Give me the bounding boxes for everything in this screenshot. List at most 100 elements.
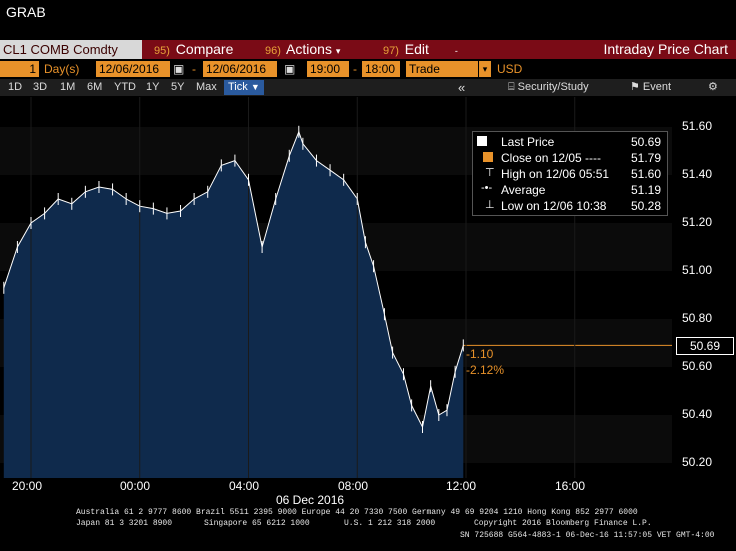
x-tick: 12:00	[446, 479, 477, 493]
low-marker-icon: ⊥	[485, 199, 495, 211]
range-ytd[interactable]: YTD	[114, 81, 136, 93]
actions-button[interactable]: 96) Actions ▾	[265, 40, 340, 59]
collapse-icon[interactable]: «	[458, 80, 466, 95]
tick-range-mark	[462, 339, 464, 352]
tick-select[interactable]: Tick ▼	[224, 80, 264, 95]
tick-range-mark	[422, 421, 423, 433]
page-title: Intraday Price Chart	[603, 41, 729, 57]
range-5y[interactable]: 5Y	[171, 81, 185, 93]
price-area	[3, 131, 464, 479]
start-date-field[interactable]: 12/06/2016	[96, 61, 170, 77]
compare-label: Compare	[175, 41, 234, 57]
change-absolute: -1.10	[466, 347, 494, 361]
range-1y[interactable]: 1Y	[146, 81, 160, 93]
ticker-bar: CL1 COMB Comdty 95) Compare 96) Actions …	[0, 40, 736, 59]
security-study-label: Security/Study	[517, 81, 589, 93]
range-max[interactable]: Max	[196, 81, 217, 93]
y-tick: 51.00	[682, 263, 713, 277]
event-label: Event	[642, 81, 672, 93]
tick-range-mark	[220, 159, 222, 172]
legend-high[interactable]: ⊤ High on 12/06 05:51 51.60	[473, 167, 669, 183]
legend-value: 51.19	[631, 183, 662, 197]
data-type-select[interactable]: Trade	[406, 61, 478, 77]
legend-label: Average	[501, 183, 546, 197]
tick-range-mark	[298, 125, 300, 138]
legend-close[interactable]: Close on 12/05 ---- 51.79	[473, 151, 669, 167]
y-tick: 51.40	[682, 167, 713, 181]
x-tick: 20:00	[12, 479, 43, 493]
legend-value: 50.28	[631, 199, 662, 213]
tick-range-mark	[411, 399, 413, 412]
x-tick: 00:00	[120, 479, 151, 493]
period-count-field[interactable]: 1	[0, 61, 39, 77]
end-time-field[interactable]: 18:00	[362, 61, 400, 77]
footer-contacts-1: Australia 61 2 9777 8600 Brazil 5511 239…	[76, 508, 638, 517]
tick-range-mark	[364, 236, 366, 249]
y-tick: 50.60	[682, 359, 713, 373]
y-tick: 51.20	[682, 215, 713, 229]
legend-value: 51.60	[631, 167, 662, 181]
time-separator: -	[353, 62, 357, 76]
ticker-field[interactable]: CL1 COMB Comdty	[0, 40, 142, 59]
range-6m[interactable]: 6M	[87, 81, 103, 93]
edit-button[interactable]: 97) Edit -	[383, 40, 458, 59]
legend: Last Price 50.69 Close on 12/05 ---- 51.…	[472, 131, 668, 216]
tick-range-mark	[57, 193, 59, 205]
tick-range-mark	[3, 281, 5, 294]
tick-range-mark	[112, 183, 114, 196]
security-study-button[interactable]: ⌸ Security/Study	[508, 80, 589, 95]
start-time-field[interactable]: 19:00	[307, 61, 349, 77]
security-study-icon: ⌸	[508, 81, 518, 93]
legend-last-price[interactable]: Last Price 50.69	[473, 135, 669, 151]
tick-range-mark	[84, 185, 86, 198]
start-calendar-icon[interactable]: ▣	[173, 62, 185, 76]
range-1m[interactable]: 1M	[60, 81, 76, 93]
legend-label: High on 12/06 05:51	[501, 167, 610, 181]
legend-label: Close on 12/05 ----	[501, 151, 602, 165]
tick-range-mark	[356, 193, 358, 205]
command-line[interactable]: GRAB	[6, 4, 46, 20]
tick-range-mark	[315, 154, 317, 167]
y-axis	[672, 97, 736, 478]
tick-range-mark	[193, 193, 195, 205]
flag-icon: ⚑	[630, 81, 643, 93]
legend-value: 51.79	[631, 151, 662, 165]
tick-range-mark	[125, 193, 127, 205]
data-type-dropdown-icon[interactable]: ▾	[479, 61, 491, 77]
tick-range-mark	[139, 200, 141, 213]
footer-us: U.S. 1 212 318 2000	[344, 519, 436, 528]
footer-japan: Japan 81 3 3201 8900	[76, 519, 173, 528]
chart-toolbar: 1D 3D 1M 6M YTD 1Y 5Y Max Tick ▼ « ⌸ Sec…	[0, 79, 736, 96]
tick-range-mark	[288, 149, 290, 162]
event-button[interactable]: ⚑ Event	[630, 80, 671, 95]
end-date-field[interactable]: 12/06/2016	[203, 61, 277, 77]
tick-range-mark	[166, 207, 168, 220]
x-tick: 04:00	[229, 479, 260, 493]
legend-average[interactable]: -•- Average 51.19	[473, 182, 669, 199]
footer: Australia 61 2 9777 8600 Brazil 5511 239…	[0, 505, 736, 551]
footer-singapore: Singapore 65 6212 1000	[204, 519, 310, 528]
range-3d[interactable]: 3D	[33, 81, 48, 93]
actions-dropdown-icon: ▾	[335, 46, 341, 56]
price-line	[3, 130, 464, 429]
tick-range-mark	[343, 173, 345, 186]
tick-range-mark	[402, 368, 404, 381]
tick-range-mark	[207, 185, 209, 198]
average-marker-icon: -•-	[481, 182, 493, 194]
tick-range-mark	[446, 404, 448, 417]
legend-label: Last Price	[501, 135, 555, 149]
compare-button[interactable]: 95) Compare	[154, 40, 233, 59]
tick-range-mark	[180, 205, 182, 217]
range-1d[interactable]: 1D	[8, 81, 23, 93]
end-calendar-icon[interactable]: ▣	[284, 62, 296, 76]
tick-range-mark	[275, 193, 277, 205]
tick-range-mark	[302, 137, 304, 150]
gear-icon[interactable]: ⚙	[708, 81, 718, 93]
x-date-label: 06 Dec 2016	[276, 493, 345, 507]
legend-label: Low on 12/06 10:38	[501, 199, 607, 213]
legend-low[interactable]: ⊥ Low on 12/06 10:38 50.28	[473, 199, 669, 215]
y-tick: 50.80	[682, 311, 713, 325]
tick-dropdown-icon: ▼	[250, 82, 260, 92]
change-percent: -2.12%	[466, 363, 505, 377]
tick-range-mark	[373, 260, 375, 273]
